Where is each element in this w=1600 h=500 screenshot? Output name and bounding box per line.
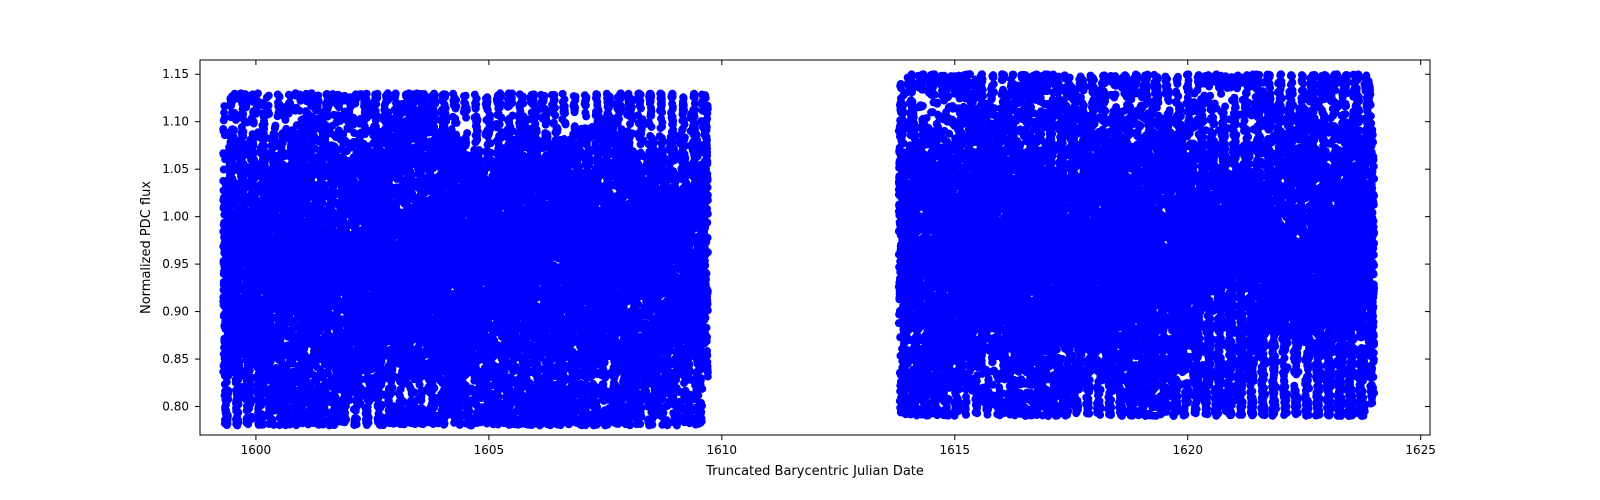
y-tick-label: 1.05	[162, 162, 189, 176]
chart-container: 1600 1605 1610 1615 1620 1625 0.80 0.85 0.90 0.95…	[0, 0, 1600, 500]
x-axis-label: Truncated Barycentric Julian Date	[705, 464, 924, 479]
x-tick-label: 1625	[1405, 443, 1436, 457]
scatter-plot: 1600 1605 1610 1615 1620 1625 0.80 0.85 0.90 0.95…	[0, 0, 1600, 500]
x-tick-label: 1615	[939, 443, 970, 457]
y-tick-label: 1.15	[162, 67, 189, 81]
y-tick-label: 1.10	[162, 115, 189, 129]
y-axis-label: Normalized PDC flux	[139, 181, 154, 314]
y-tick-label: 0.90	[162, 305, 189, 319]
x-tick-label: 1610	[707, 443, 738, 457]
y-tick-label: 0.85	[162, 352, 189, 366]
x-tick-label: 1620	[1172, 443, 1203, 457]
x-tick-label: 1600	[241, 443, 272, 457]
y-tick-label: 0.95	[162, 257, 189, 271]
y-tick-label: 0.80	[162, 400, 189, 414]
x-tick-label: 1605	[474, 443, 505, 457]
y-tick-label: 1.00	[162, 210, 189, 224]
